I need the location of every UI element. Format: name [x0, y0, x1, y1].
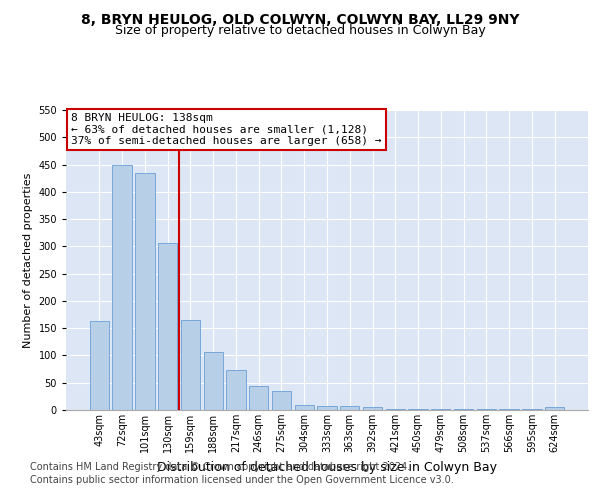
Bar	[90, 321, 109, 410]
Text: Size of property relative to detached houses in Colwyn Bay: Size of property relative to detached ho…	[115, 24, 485, 37]
Bar	[112, 164, 132, 410]
Bar	[135, 172, 155, 410]
Bar	[249, 386, 268, 410]
Bar	[317, 406, 337, 410]
X-axis label: Distribution of detached houses by size in Colwyn Bay: Distribution of detached houses by size …	[157, 460, 497, 473]
Text: 8, BRYN HEULOG, OLD COLWYN, COLWYN BAY, LL29 9NY: 8, BRYN HEULOG, OLD COLWYN, COLWYN BAY, …	[81, 12, 519, 26]
Bar	[158, 242, 178, 410]
Bar	[386, 409, 405, 410]
Text: 8 BRYN HEULOG: 138sqm
← 63% of detached houses are smaller (1,128)
37% of semi-d: 8 BRYN HEULOG: 138sqm ← 63% of detached …	[71, 113, 382, 146]
Bar	[181, 320, 200, 410]
Text: Contains public sector information licensed under the Open Government Licence v3: Contains public sector information licen…	[30, 475, 454, 485]
Y-axis label: Number of detached properties: Number of detached properties	[23, 172, 33, 348]
Bar	[272, 391, 291, 410]
Bar	[363, 408, 382, 410]
Bar	[203, 352, 223, 410]
Bar	[340, 406, 359, 410]
Bar	[545, 408, 564, 410]
Bar	[226, 370, 245, 410]
Bar	[295, 404, 314, 410]
Text: Contains HM Land Registry data © Crown copyright and database right 2024.: Contains HM Land Registry data © Crown c…	[30, 462, 410, 472]
